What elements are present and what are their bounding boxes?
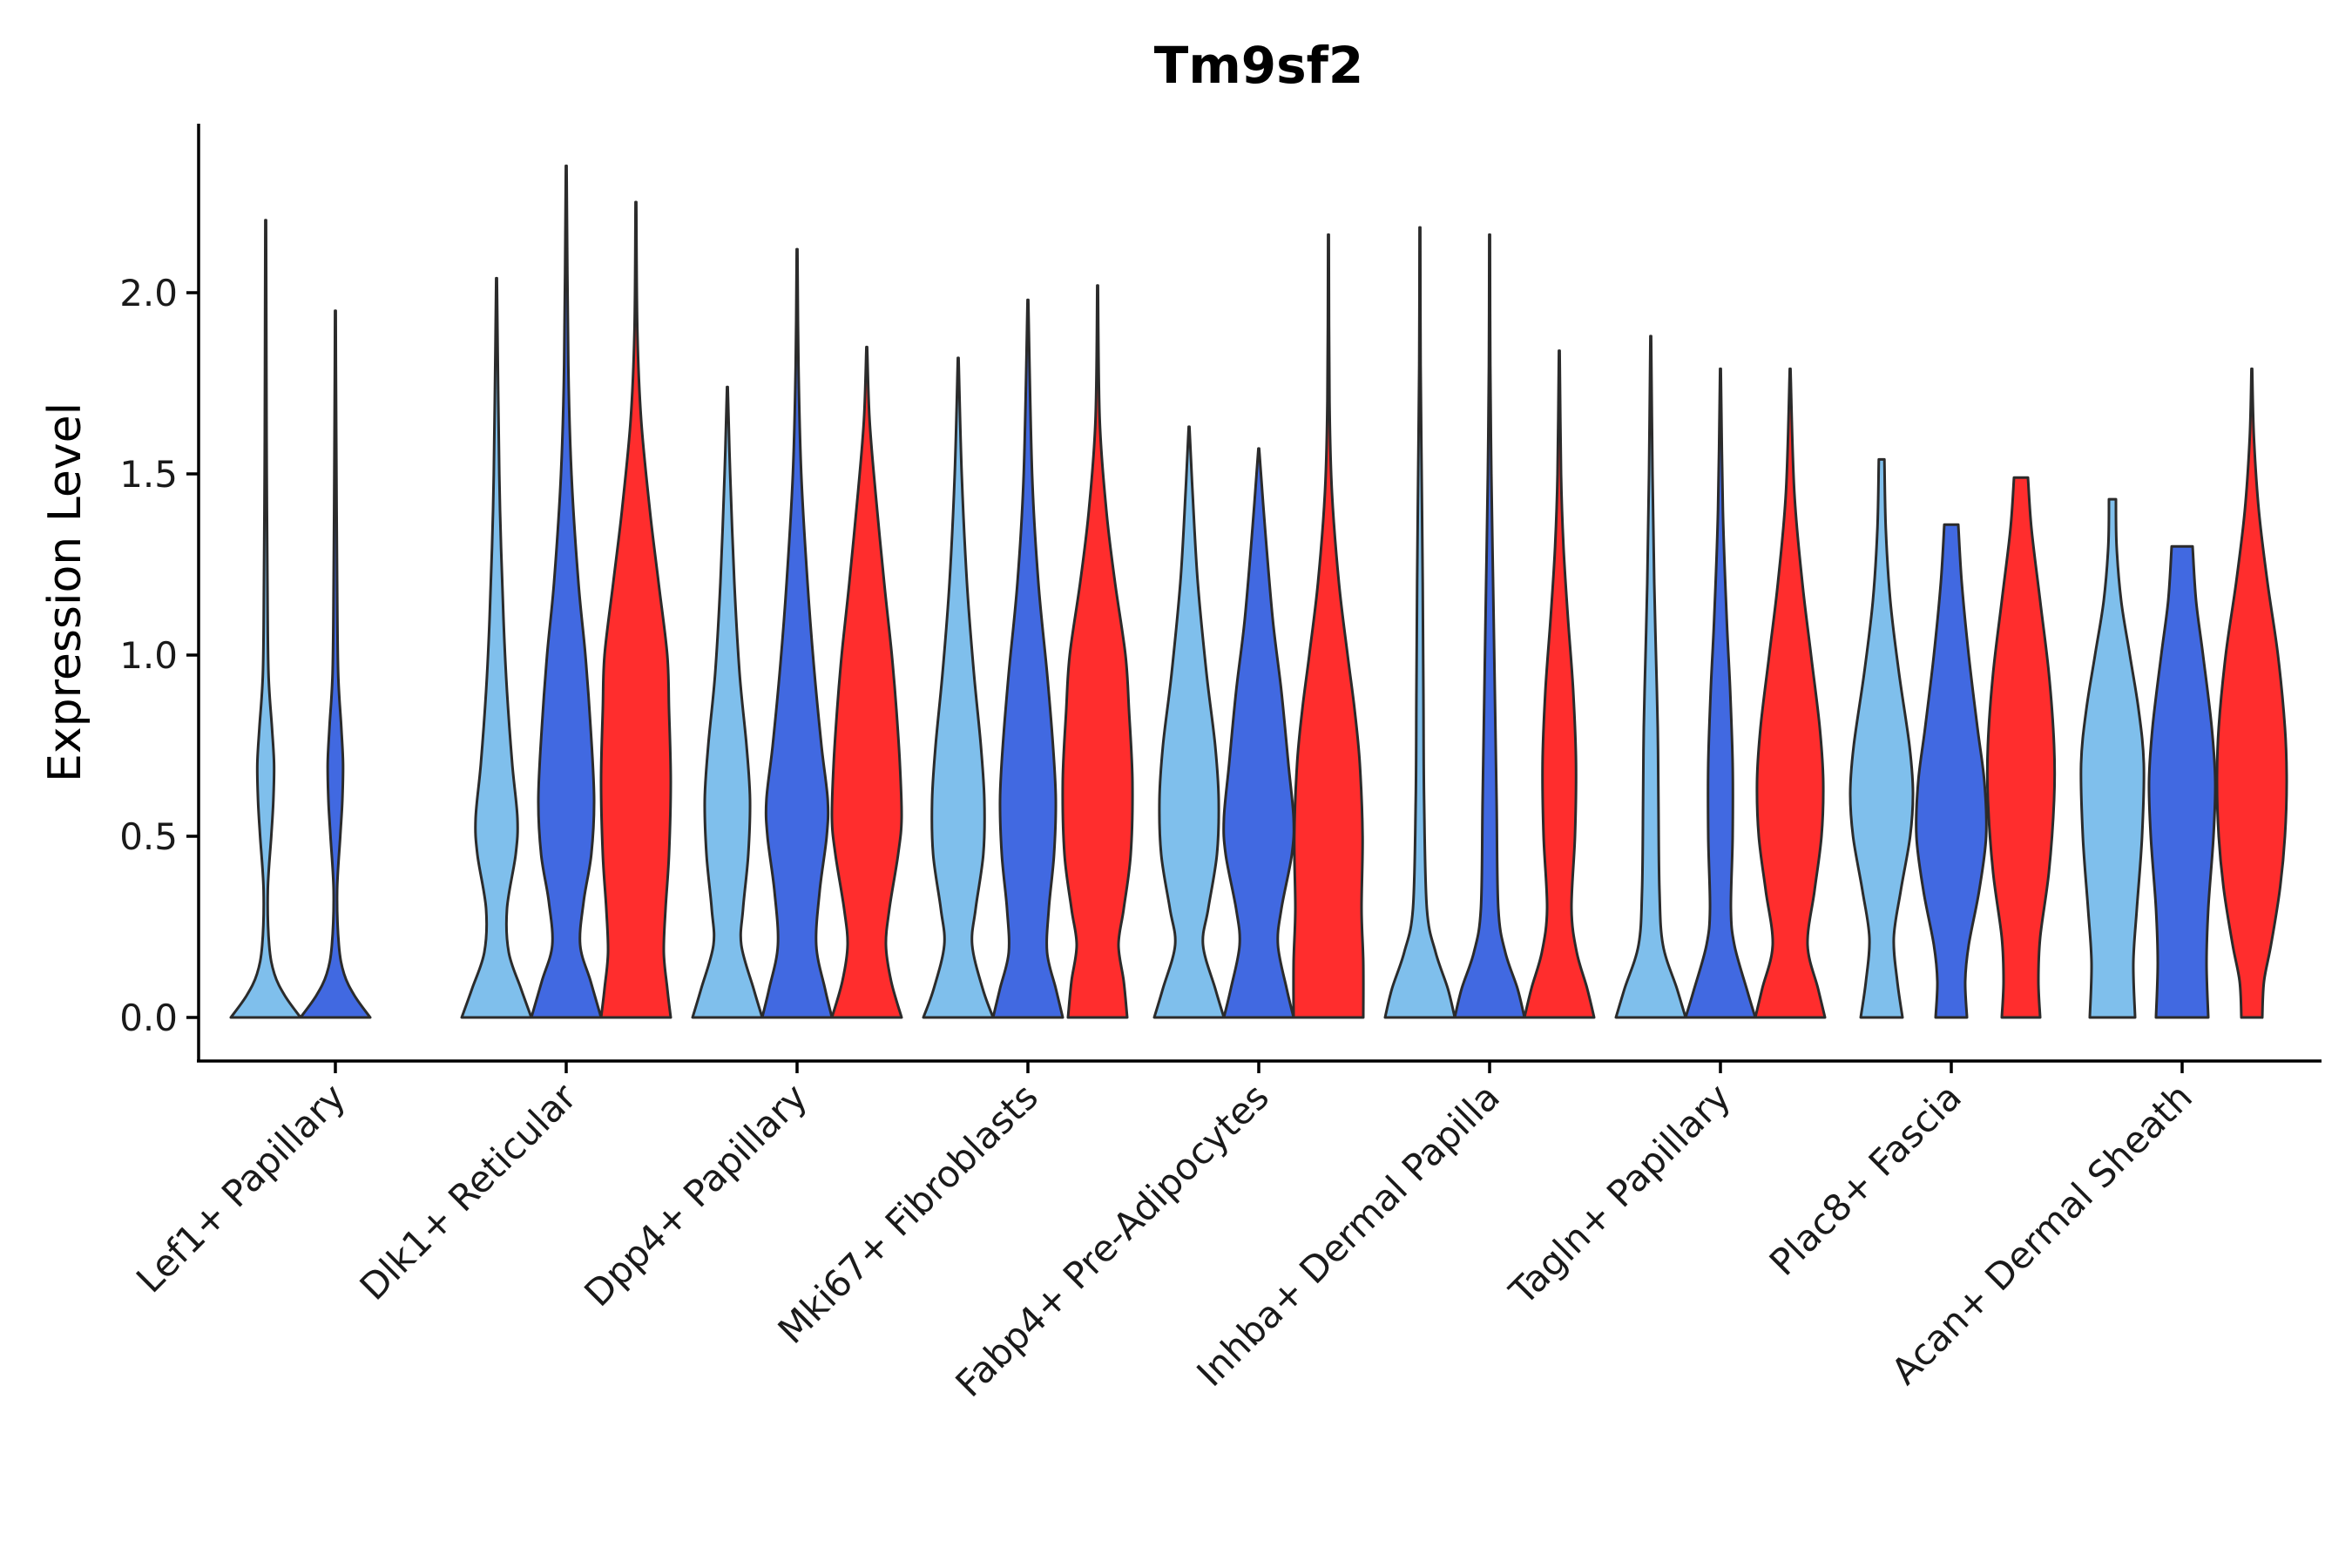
- violin-group: [229, 164, 2288, 1019]
- violin-group-3: [1523, 349, 1596, 1019]
- violin-group-3: [1754, 367, 1827, 1019]
- y-tick-label: 1.0: [119, 634, 178, 677]
- violin-group-1: [2079, 497, 2146, 1019]
- violin-group-1: [1383, 226, 1456, 1019]
- chart-title: Tm9sf2: [1154, 36, 1363, 95]
- violin-group-2: [1453, 233, 1526, 1019]
- x-tick-label: Dlk1+ Reticular: [352, 1075, 585, 1308]
- violin-group-3: [830, 345, 903, 1019]
- violin-group-3: [599, 200, 672, 1019]
- violin-group-1: [229, 219, 302, 1019]
- x-tick-label: Lef1+ Papillary: [128, 1075, 354, 1301]
- y-ticks: 0.0 0.5 1.0 1.5 2.0: [119, 272, 199, 1039]
- violin-group-2: [2147, 544, 2217, 1019]
- y-tick-label: 0.5: [119, 815, 178, 858]
- y-tick-label: 0.0: [119, 997, 178, 1039]
- y-tick-label: 2.0: [119, 272, 178, 314]
- violin-group-3: [1061, 284, 1134, 1019]
- x-tick-label: Dpp4+ Papillary: [576, 1075, 815, 1315]
- violin-group-1: [460, 276, 533, 1019]
- violin-group-2: [760, 247, 834, 1019]
- violin-group-2: [1222, 447, 1295, 1019]
- x-tick-label: Mki67+ Fibroblasts: [770, 1075, 1046, 1351]
- violin-group-3: [1292, 233, 1365, 1019]
- x-tick-label: Plac8+ Fascia: [1761, 1075, 1970, 1283]
- violin-group-1: [1614, 335, 1687, 1019]
- violin-group-2: [991, 298, 1064, 1019]
- violin-group-1: [691, 385, 764, 1019]
- violin-group-1: [1152, 425, 1226, 1019]
- violin-group-2: [299, 309, 372, 1019]
- violin-group-2: [530, 164, 603, 1019]
- violin-group-2: [1684, 367, 1757, 1019]
- x-tick-label: Tagln+ Papillary: [1501, 1075, 1739, 1313]
- violin-group-2: [1915, 523, 1988, 1019]
- y-axis-label: Expression Level: [39, 402, 91, 782]
- y-tick-label: 1.5: [119, 453, 178, 496]
- violin-group-3: [2215, 367, 2288, 1019]
- violin-group-1: [1848, 457, 1915, 1019]
- violin-group-3: [1985, 476, 2057, 1019]
- violin-group-1: [922, 356, 995, 1019]
